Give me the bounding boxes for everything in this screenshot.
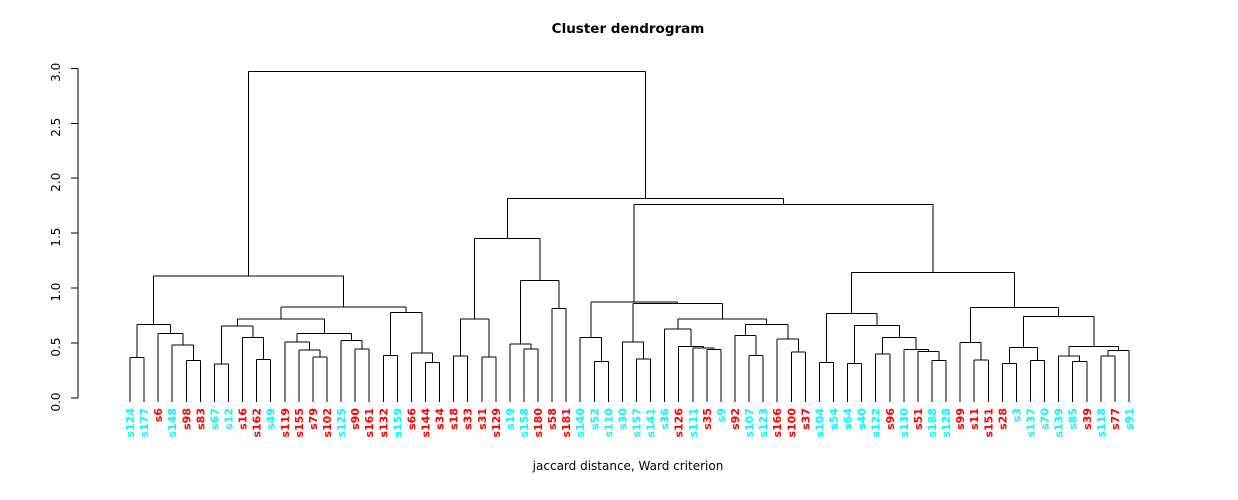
leaf-label-s159: s159: [391, 408, 404, 438]
leaf-label-s102: s102: [321, 408, 334, 438]
leaf-label-s30: s30: [616, 408, 629, 430]
leaf-label-s11: s11: [968, 408, 981, 430]
leaf-label-s119: s119: [279, 408, 292, 438]
leaf-label-s49: s49: [265, 408, 278, 430]
leaf-label-s28: s28: [996, 408, 1009, 430]
leaf-label-s3: s3: [1010, 408, 1023, 422]
leaf-label-s100: s100: [785, 408, 798, 438]
leaf-label-s54: s54: [828, 408, 841, 430]
leaf-label-s118: s118: [1095, 408, 1108, 438]
leaf-label-s36: s36: [659, 408, 672, 430]
y-axis-tick-label: 2.0: [49, 173, 63, 192]
leaf-label-s19: s19: [504, 408, 517, 430]
leaf-label-s162: s162: [251, 408, 264, 438]
leaf-label-s166: s166: [771, 408, 784, 438]
leaf-label-s111: s111: [687, 408, 700, 438]
leaf-label-s96: s96: [884, 408, 897, 430]
leaf-label-s37: s37: [799, 408, 812, 430]
leaf-label-s66: s66: [405, 408, 418, 430]
leaf-label-s151: s151: [982, 408, 995, 438]
leaf-label-s122: s122: [870, 408, 883, 438]
y-axis-tick-label: 1.0: [49, 283, 63, 302]
leaf-label-s18: s18: [448, 408, 461, 430]
leaf-label-s110: s110: [602, 408, 615, 438]
leaf-label-s34: s34: [434, 408, 447, 430]
leaf-label-s70: s70: [1039, 408, 1052, 430]
leaf-label-s140: s140: [574, 408, 587, 438]
leaf-label-s33: s33: [462, 408, 475, 430]
leaf-label-s52: s52: [588, 408, 601, 430]
leaf-label-s77: s77: [1109, 408, 1122, 430]
chart-title: Cluster dendrogram: [551, 21, 705, 37]
leaf-label-s161: s161: [363, 408, 376, 438]
leaf-label-s107: s107: [743, 408, 756, 438]
leaf-label-s144: s144: [419, 408, 432, 438]
y-axis-tick-label: 0.0: [49, 392, 63, 411]
leaf-label-s35: s35: [701, 408, 714, 430]
leaf-label-s104: s104: [813, 408, 826, 438]
leaf-label-s90: s90: [349, 408, 362, 430]
leaf-label-s98: s98: [180, 408, 193, 430]
leaf-label-s99: s99: [954, 408, 967, 430]
leaf-label-s128: s128: [940, 408, 953, 438]
leaf-label-s139: s139: [1053, 408, 1066, 438]
leaf-label-s64: s64: [842, 408, 855, 430]
leaf-label-s125: s125: [335, 408, 348, 438]
leaf-label-s92: s92: [729, 408, 742, 430]
leaf-label-s123: s123: [757, 408, 770, 438]
leaf-label-s6: s6: [152, 408, 165, 423]
leaf-label-s39: s39: [1081, 408, 1094, 430]
y-axis-tick-label: 1.5: [49, 228, 63, 247]
y-axis-tick-label: 3.0: [49, 63, 63, 82]
leaf-label-s16: s16: [237, 408, 250, 430]
leaf-label-s129: s129: [490, 408, 503, 438]
x-axis-caption: jaccard distance, Ward criterion: [532, 459, 724, 473]
leaf-label-s132: s132: [377, 408, 390, 438]
leaf-label-s155: s155: [293, 408, 306, 438]
leaf-label-s148: s148: [166, 408, 179, 438]
leaf-label-s67: s67: [208, 408, 221, 430]
leaf-label-s180: s180: [532, 408, 545, 438]
leaf-label-s31: s31: [476, 408, 489, 430]
leaf-label-s188: s188: [926, 408, 939, 438]
leaf-label-s58: s58: [546, 408, 559, 430]
y-axis-tick-label: 0.5: [49, 338, 63, 357]
y-axis-tick-label: 2.5: [49, 118, 63, 137]
leaf-label-s79: s79: [307, 408, 320, 430]
leaf-label-s130: s130: [898, 408, 911, 438]
leaf-label-s177: s177: [138, 408, 151, 438]
leaf-label-s137: s137: [1024, 408, 1037, 438]
leaf-label-s83: s83: [194, 408, 207, 430]
leaf-label-s9: s9: [715, 408, 728, 422]
leaf-label-s91: s91: [1123, 408, 1136, 430]
leaf-label-s181: s181: [560, 408, 573, 438]
leaf-label-s12: s12: [222, 408, 235, 430]
leaf-label-s40: s40: [856, 408, 869, 430]
leaf-label-s51: s51: [912, 408, 925, 430]
leaf-label-s141: s141: [645, 408, 658, 438]
leaf-label-s85: s85: [1067, 408, 1080, 430]
leaf-label-s124: s124: [124, 408, 137, 438]
leaf-label-s157: s157: [631, 408, 644, 438]
leaf-label-s126: s126: [673, 408, 686, 438]
leaf-label-s158: s158: [518, 408, 531, 438]
